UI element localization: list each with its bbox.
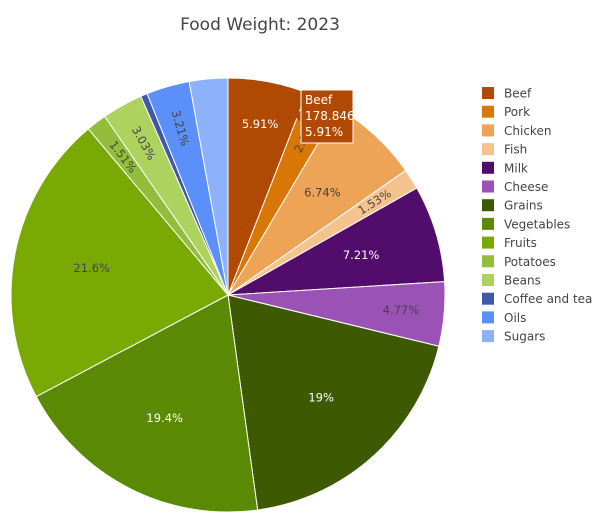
percent-label-milk: 7.21%: [343, 248, 380, 262]
pie-slice-vegetables[interactable]: [35, 294, 259, 513]
legend-label-fruits: Fruits: [504, 236, 537, 250]
legend-item-beef[interactable]: Beef: [482, 87, 532, 101]
legend-swatch-milk: [482, 161, 494, 174]
tooltip-value: 178.846: [305, 109, 355, 123]
legend-label-coffee-and-tea: Coffee and tea: [504, 292, 592, 306]
legend-swatch-fruits: [482, 236, 494, 249]
legend-swatch-beans: [482, 274, 494, 286]
legend-label-beef: Beef: [504, 87, 532, 101]
pie-slices: [10, 77, 446, 513]
legend-swatch-pork: [482, 105, 494, 118]
legend: Beef Pork Chicken Fish Milk Cheese Grains Veget…: [482, 87, 592, 344]
legend-label-grains: Grains: [504, 199, 543, 213]
legend-item-fruits[interactable]: Fruits: [482, 236, 537, 250]
legend-label-potatoes: Potatoes: [504, 255, 556, 269]
tooltip-category: Beef: [305, 93, 333, 107]
legend-label-chicken: Chicken: [504, 124, 551, 138]
legend-label-beans: Beans: [504, 274, 541, 288]
percent-label-grains: 19%: [308, 391, 334, 405]
hover-tooltip: Beef 178.846 5.91%: [294, 89, 355, 144]
percent-label-chicken: 6.74%: [304, 186, 341, 200]
chart-title: Food Weight: 2023: [180, 15, 340, 35]
legend-item-chicken[interactable]: Chicken: [482, 124, 551, 138]
legend-item-oils[interactable]: Oils: [482, 311, 526, 325]
legend-swatch-potatoes: [482, 255, 494, 268]
legend-item-vegetables[interactable]: Vegetables: [482, 217, 570, 231]
legend-item-grains[interactable]: Grains: [482, 199, 543, 213]
legend-item-milk[interactable]: Milk: [482, 161, 528, 175]
percent-label-vegetables: 19.4%: [146, 411, 183, 425]
percent-label-fruits: 21.6%: [73, 261, 110, 275]
pie-slice-fruits[interactable]: [10, 128, 229, 398]
legend-item-fish[interactable]: Fish: [482, 143, 527, 157]
legend-label-pork: Pork: [504, 105, 530, 119]
legend-swatch-oils: [482, 311, 494, 324]
legend-label-vegetables: Vegetables: [504, 217, 570, 231]
percent-label-cheese: 4.77%: [383, 303, 420, 317]
tooltip-percent: 5.91%: [305, 125, 343, 139]
legend-item-pork[interactable]: Pork: [482, 105, 530, 119]
legend-item-coffee-and-tea[interactable]: Coffee and tea: [482, 292, 592, 306]
legend-label-milk: Milk: [504, 161, 528, 175]
legend-swatch-grains: [482, 199, 494, 212]
legend-swatch-vegetables: [482, 217, 494, 230]
legend-item-sugars[interactable]: Sugars: [482, 330, 545, 344]
legend-item-potatoes[interactable]: Potatoes: [482, 255, 556, 269]
legend-swatch-chicken: [482, 124, 494, 137]
legend-swatch-coffee-and-tea: [482, 292, 494, 305]
legend-swatch-cheese: [482, 180, 494, 193]
legend-swatch-sugars: [482, 330, 494, 343]
legend-swatch-beef: [482, 87, 494, 99]
tooltip-pointer: [294, 110, 301, 122]
legend-label-cheese: Cheese: [504, 180, 548, 194]
percent-label-beef: 5.91%: [242, 117, 279, 131]
legend-label-fish: Fish: [504, 143, 527, 157]
pie-slice-sugars[interactable]: [188, 77, 229, 296]
legend-item-beans[interactable]: Beans: [482, 274, 541, 288]
tooltip-box: [300, 89, 354, 144]
legend-item-cheese[interactable]: Cheese: [482, 180, 548, 194]
legend-swatch-fish: [482, 143, 494, 156]
pie-slice-grains[interactable]: [227, 294, 440, 511]
legend-label-sugars: Sugars: [504, 330, 545, 344]
legend-label-oils: Oils: [504, 311, 526, 325]
pie-slice-milk[interactable]: [227, 187, 446, 296]
